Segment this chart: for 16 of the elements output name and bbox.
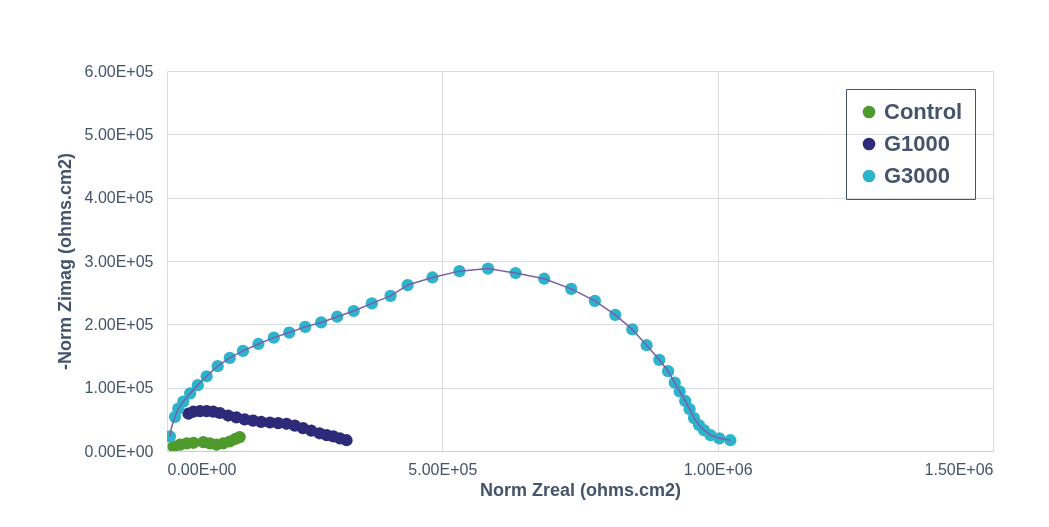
x-tick-label: 1.00E+06 (683, 460, 753, 478)
legend-label: G1000 (884, 131, 951, 156)
legend-label: G3000 (884, 163, 951, 188)
legend-label: Control (884, 99, 963, 124)
y-tick-label: 2.00E+05 (84, 315, 154, 333)
y-tick-label: 4.00E+05 (84, 189, 154, 207)
y-tick-label: 0.00E+00 (84, 442, 154, 460)
y-tick-label: 1.00E+05 (84, 379, 154, 397)
x-tick-label: 0.00E+00 (167, 460, 237, 478)
x-axis-title: Norm Zreal (ohms.cm2) (479, 479, 682, 500)
x-tick-label: 5.00E+05 (408, 460, 478, 478)
y-tick-label: 5.00E+05 (84, 125, 154, 143)
y-tick-label: 3.00E+05 (84, 252, 154, 270)
x-tick-label: 1.50E+06 (924, 460, 994, 478)
y-axis-title: -Norm Zimag (ohms.cm2) (54, 152, 75, 371)
y-tick-label: 6.00E+05 (84, 62, 154, 80)
